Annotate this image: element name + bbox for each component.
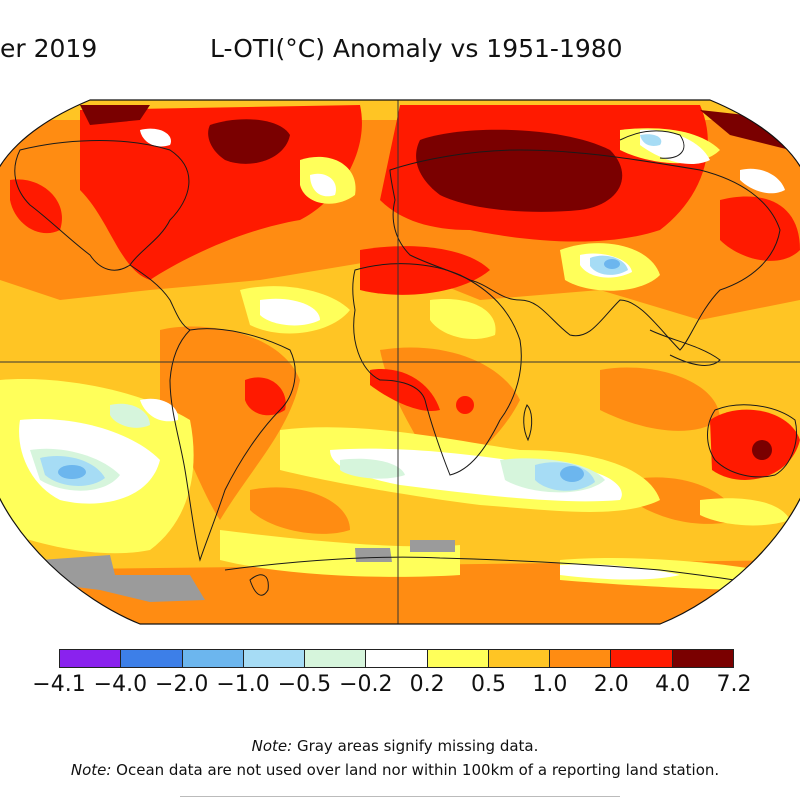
color-scale-tick-label: −0.2 xyxy=(339,672,393,697)
color-scale-tick-label: −0.5 xyxy=(277,672,332,697)
color-scale-tick-label: −4.1 xyxy=(32,672,86,697)
color-scale-tick-label: 7.2 xyxy=(716,672,752,697)
color-scale-tick-label: 0.2 xyxy=(409,672,445,697)
color-scale-segment xyxy=(60,650,122,667)
color-scale-segment xyxy=(121,650,183,667)
color-scale-tick-label: −2.0 xyxy=(155,672,209,697)
map-title-date: er 2019 xyxy=(0,34,98,63)
note-label: Note: xyxy=(70,761,112,779)
color-scale-tick-label: 4.0 xyxy=(655,672,691,697)
color-scale-segment xyxy=(366,650,428,667)
note-text: Gray areas signify missing data. xyxy=(292,737,539,755)
note-label: Note: xyxy=(251,737,293,755)
map-title: L-OTI(°C) Anomaly vs 1951-1980 xyxy=(210,34,623,63)
divider xyxy=(180,796,620,797)
color-scale-tick-label: −1.0 xyxy=(216,672,270,697)
note-missing-data: Note: Gray areas signify missing data. xyxy=(0,737,790,755)
anomaly-blue-regions xyxy=(58,259,620,482)
color-scale-ticks: −4.1 −4.0 −2.0 −1.0 −0.5 −0.2 0.2 0.5 1.0 2.0 4.0 7… xyxy=(0,672,800,702)
color-scale-segment xyxy=(305,650,367,667)
color-scale-tick-label: 0.5 xyxy=(471,672,507,697)
color-scale-segment xyxy=(488,650,551,667)
color-scale-segment xyxy=(243,650,306,667)
color-scale-bar xyxy=(59,649,734,668)
map-outline xyxy=(0,99,800,625)
note-text: Ocean data are not used over land nor wi… xyxy=(111,761,720,779)
color-scale-tick-label: 2.0 xyxy=(593,672,629,697)
missing-data-regions xyxy=(40,540,455,602)
coastlines xyxy=(14,130,797,596)
color-scale-tick-label: −4.0 xyxy=(93,672,148,697)
color-scale-segment xyxy=(427,650,489,667)
color-scale-segment xyxy=(550,650,612,667)
color-scale-segment xyxy=(182,650,244,667)
note-ocean-data: Note: Ocean data are not used over land … xyxy=(0,761,790,779)
anomaly-darkred-regions xyxy=(80,105,790,460)
color-scale-segment xyxy=(672,650,733,667)
color-scale-segment xyxy=(611,650,673,667)
temperature-anomaly-map xyxy=(0,99,800,625)
color-scale-tick-label: 1.0 xyxy=(532,672,568,697)
